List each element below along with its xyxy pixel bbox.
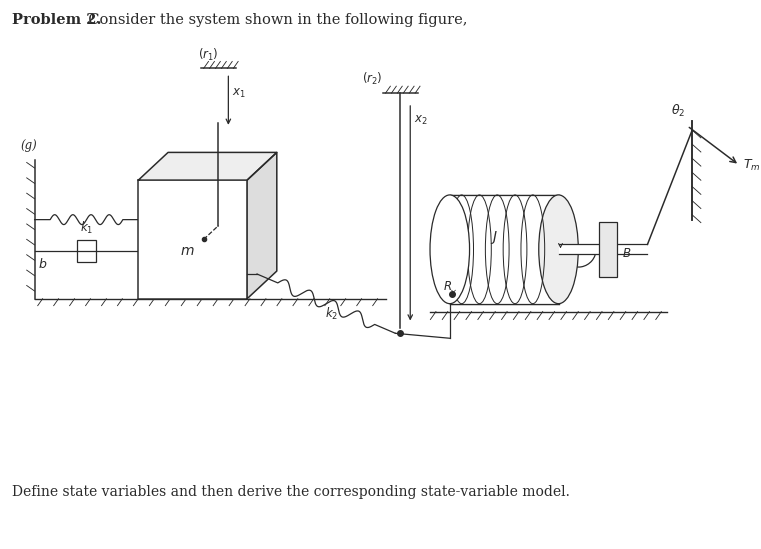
Text: (g): (g) xyxy=(21,139,37,153)
Text: $J$: $J$ xyxy=(490,229,498,247)
Bar xyxy=(450,195,559,304)
Text: Problem 2.: Problem 2. xyxy=(12,13,101,27)
Text: $B$: $B$ xyxy=(622,247,631,260)
Text: Define state variables and then derive the corresponding state-variable model.: Define state variables and then derive t… xyxy=(12,485,570,498)
Ellipse shape xyxy=(539,195,578,304)
Bar xyxy=(77,240,97,262)
Text: $\theta_2$: $\theta_2$ xyxy=(671,103,685,119)
Bar xyxy=(559,244,648,254)
Polygon shape xyxy=(139,153,277,180)
Text: $x_1$: $x_1$ xyxy=(232,87,246,100)
Text: $R$: $R$ xyxy=(444,280,452,293)
Bar xyxy=(139,180,247,299)
Polygon shape xyxy=(247,153,277,299)
Text: $(r_1)$: $(r_1)$ xyxy=(199,47,219,63)
Ellipse shape xyxy=(430,195,470,304)
Text: $(r_2)$: $(r_2)$ xyxy=(362,71,383,87)
Text: $m$: $m$ xyxy=(180,244,195,258)
Text: $b$: $b$ xyxy=(38,257,47,271)
Text: Consider the system shown in the following figure,: Consider the system shown in the followi… xyxy=(79,13,467,27)
Text: $k_2$: $k_2$ xyxy=(324,305,338,322)
Text: $T_m$: $T_m$ xyxy=(743,158,761,173)
Text: $x_2$: $x_2$ xyxy=(414,114,428,127)
Text: $\times$: $\times$ xyxy=(449,288,457,298)
Text: $\Omega_2$: $\Omega_2$ xyxy=(599,233,616,249)
Bar xyxy=(599,222,617,277)
Text: $k_1$: $k_1$ xyxy=(80,220,93,236)
